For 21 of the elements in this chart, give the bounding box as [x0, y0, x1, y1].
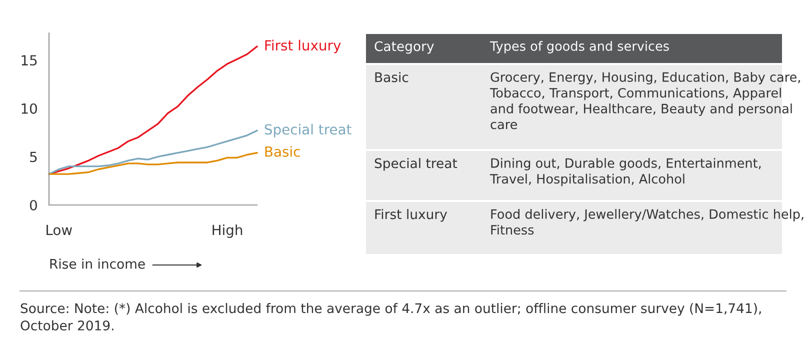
source-note: Source: Note: (*) Alcohol is excluded from the average of 4.7x as an outlier; offline consumer survey (N=1,741), October 2019.: [20, 303, 761, 330]
y-tick-label: 15: [22, 55, 37, 66]
text: Special treat: [374, 158, 458, 171]
series-label: Basic: [265, 146, 300, 157]
text: Category: [374, 41, 434, 54]
x-tick-label: Low: [46, 224, 72, 236]
text: Dining out, Durable goods, Entertainment, Travel, Hospitalisation, Alcohol: [490, 158, 761, 186]
text: First luxury: [375, 209, 448, 222]
series-label: Special treat: [264, 124, 352, 138]
x-axis-title: Rise in income: [50, 258, 145, 269]
series-label: First luxury: [265, 40, 341, 54]
y-tick-label: 10: [22, 103, 37, 114]
text: Food delivery, Jewellery/Watches, Domestic help, Fitness: [491, 209, 804, 235]
text: Basic: [375, 72, 408, 82]
line-series: [48, 152, 258, 175]
line-series: [48, 130, 258, 175]
y-tick-label: 5: [30, 152, 37, 162]
text: Grocery, Energy, Housing, Education, Baby care, Tobacco, Transport, Communications, Apparel and footwear, Healthcare, Beauty and personal care: [490, 72, 800, 130]
text: Types of goods and services: [490, 41, 669, 54]
y-tick-label: 0: [30, 200, 37, 210]
x-tick-label: High: [212, 224, 242, 238]
